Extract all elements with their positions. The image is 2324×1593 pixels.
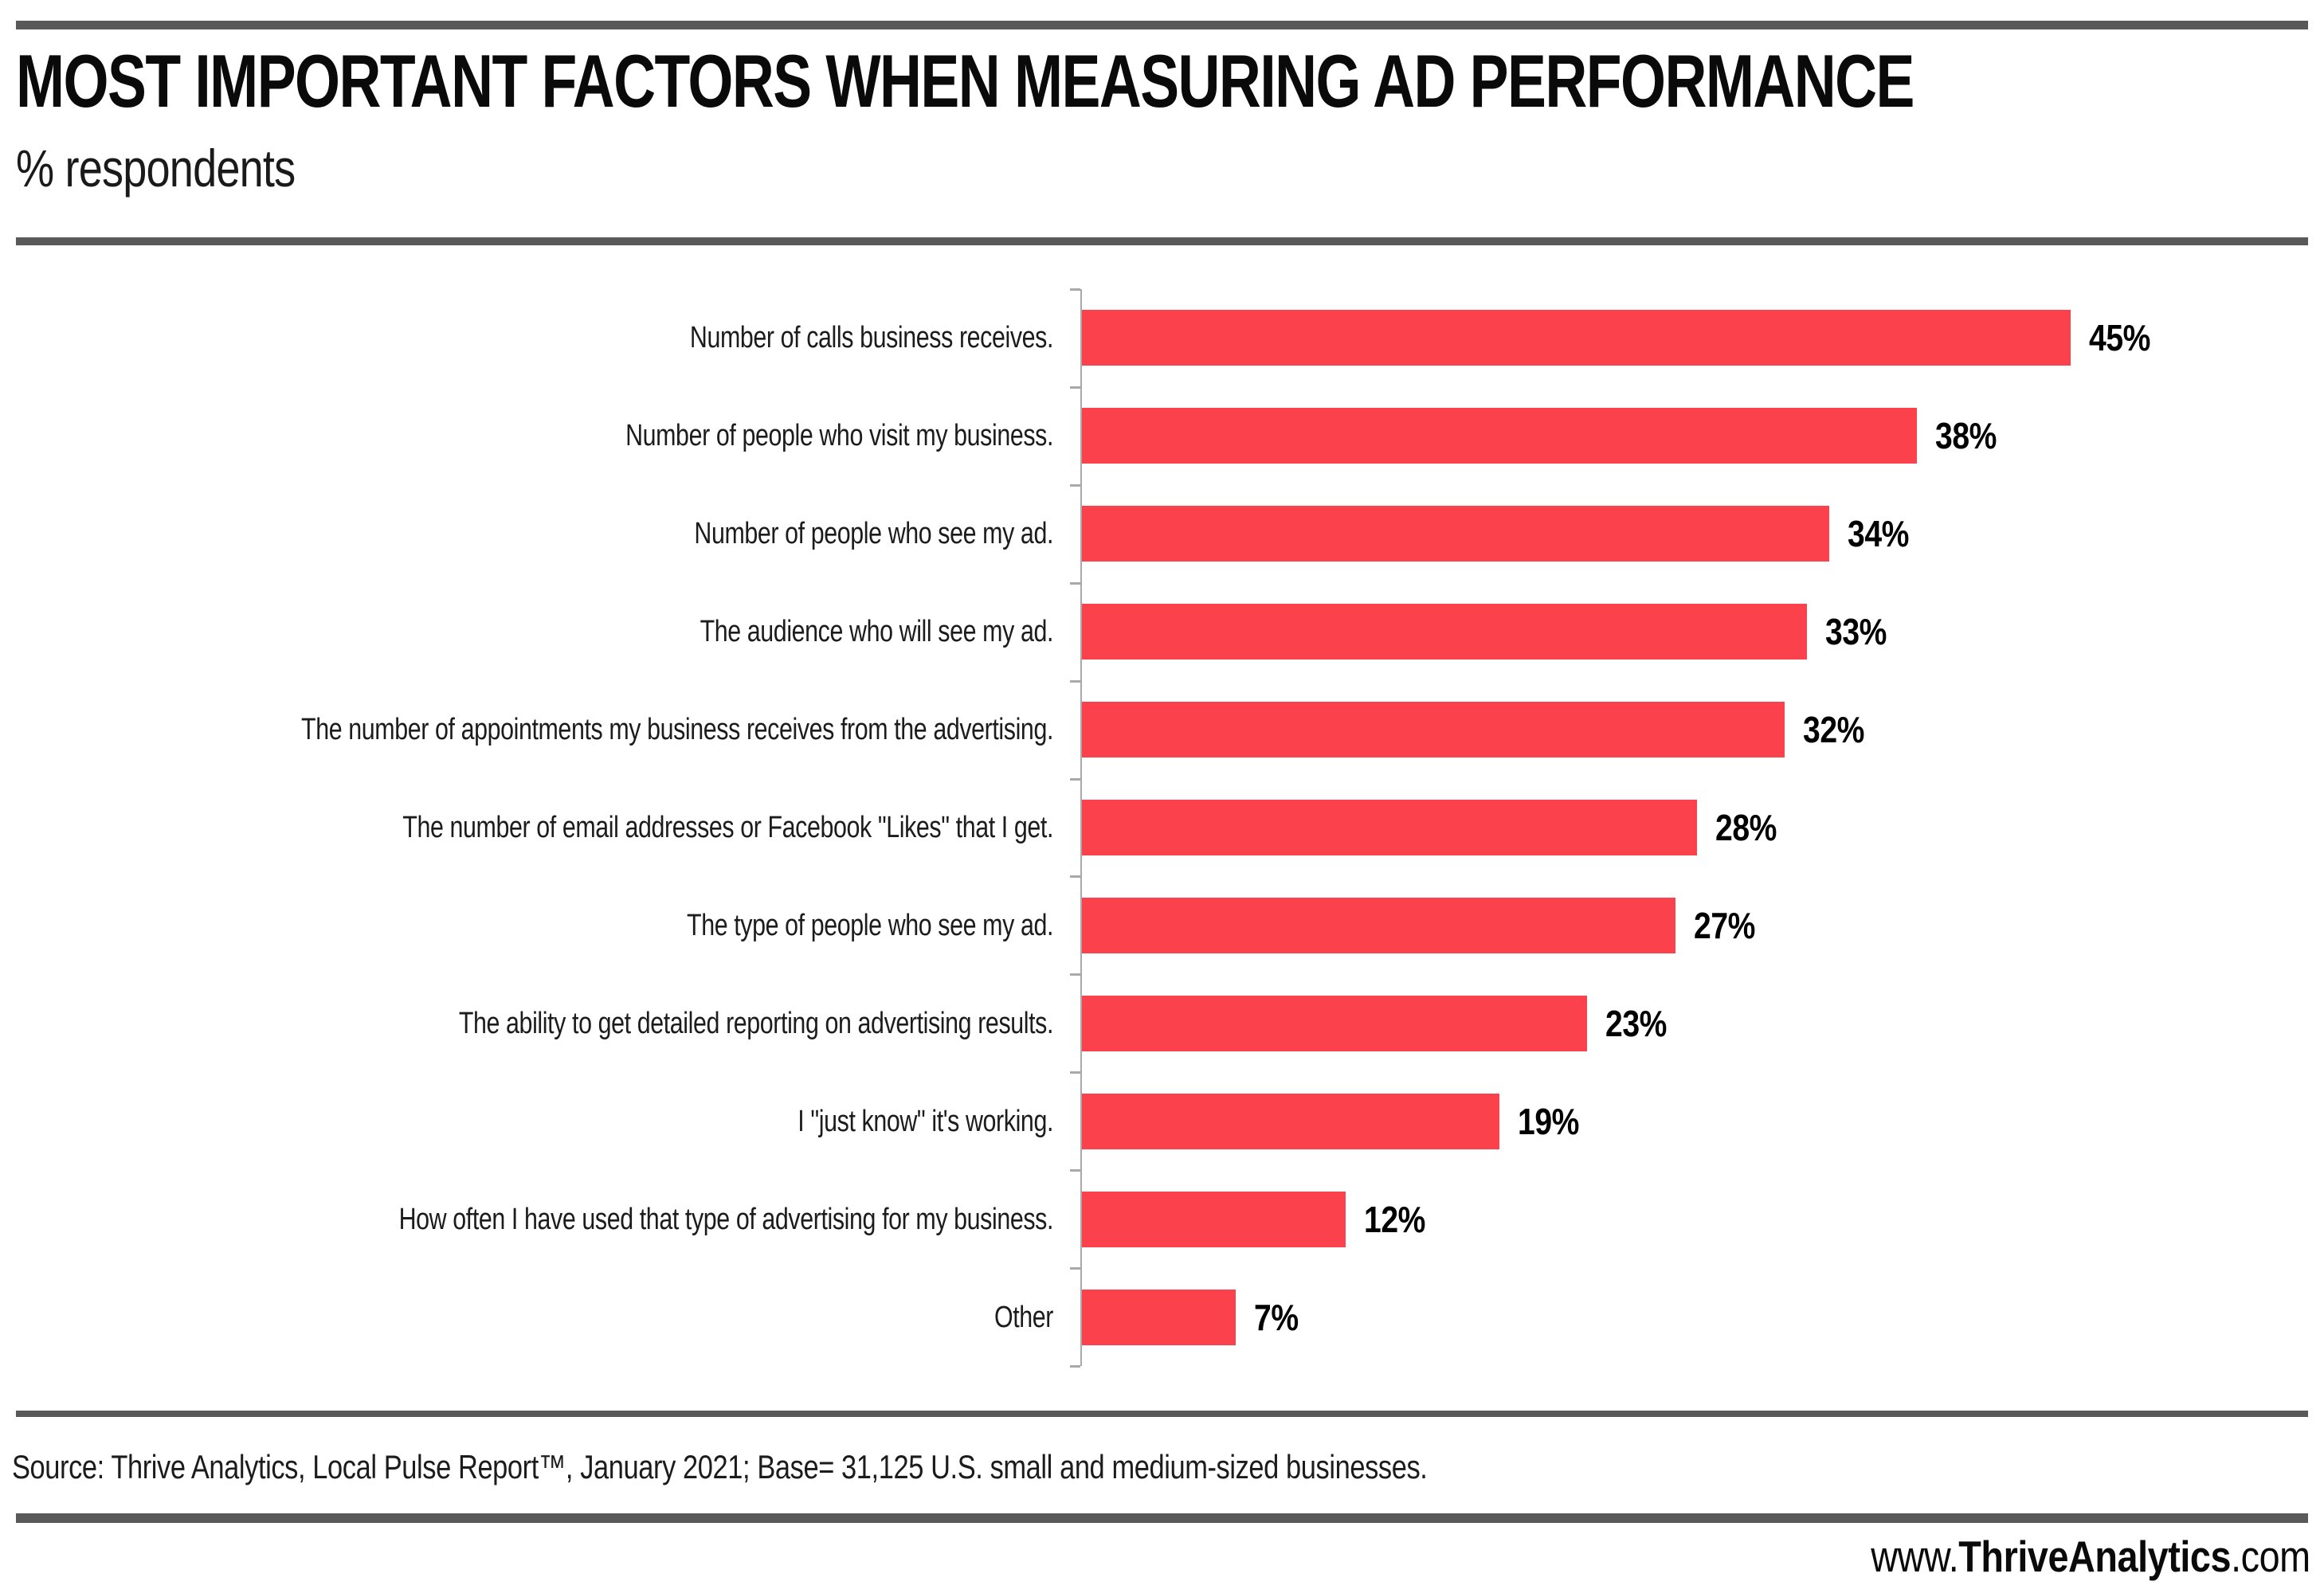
category-label: How often I have used that type of adver… [398, 1203, 1054, 1236]
chart-bottom-divider-bar [16, 1411, 2308, 1417]
axis-tick [1070, 680, 1080, 683]
value-label: 27% [1694, 905, 1755, 946]
page-subtitle: % respondents [16, 139, 296, 198]
category-label: The number of appointments my business r… [301, 713, 1053, 746]
bar [1082, 506, 1829, 562]
value-label: 38% [1935, 415, 1997, 456]
header-divider-bar [16, 237, 2308, 245]
category-label: Other [993, 1301, 1053, 1334]
category-label: The audience who will see my ad. [700, 615, 1054, 648]
axis-tick [1070, 1365, 1080, 1368]
bar [1082, 1094, 1499, 1149]
value-label: 33% [1825, 611, 1887, 652]
axis-tick [1070, 582, 1080, 585]
bar [1082, 702, 1785, 757]
value-label: 45% [2089, 317, 2150, 358]
top-divider-bar [16, 21, 2308, 29]
category-label: Number of people who visit my business. [625, 419, 1053, 452]
axis-tick [1070, 484, 1080, 487]
page-title: MOST IMPORTANT FACTORS WHEN MEASURING AD… [16, 39, 1914, 123]
axis-tick [1070, 875, 1080, 878]
bar [1082, 996, 1587, 1051]
footer-divider-bar [16, 1513, 2308, 1523]
bar [1082, 604, 1807, 660]
bar [1082, 1192, 1346, 1247]
axis-tick [1070, 288, 1080, 291]
bar [1082, 800, 1697, 855]
axis-tick [1070, 1071, 1080, 1074]
category-label: The number of email addresses or Faceboo… [402, 811, 1053, 844]
website-suffix: .com [2231, 1532, 2310, 1581]
bar [1082, 1290, 1236, 1345]
source-note: Source: Thrive Analytics, Local Pulse Re… [12, 1448, 1428, 1485]
value-label: 23% [1605, 1003, 1667, 1044]
value-label: 34% [1848, 513, 1909, 554]
category-label: The type of people who see my ad. [687, 909, 1053, 942]
value-label: 19% [1518, 1101, 1579, 1142]
bar [1082, 898, 1675, 953]
value-label: 7% [1254, 1297, 1299, 1338]
category-label: The ability to get detailed reporting on… [458, 1007, 1054, 1040]
value-label: 12% [1364, 1199, 1425, 1240]
axis-tick [1070, 778, 1080, 781]
category-label: I "just know" it's working. [798, 1105, 1053, 1138]
bar [1082, 408, 1917, 464]
category-label: Number of people who see my ad. [694, 517, 1053, 550]
y-axis-line [1080, 289, 1082, 1366]
value-label: 28% [1715, 807, 1777, 848]
website-name: ThriveAnalytics [1958, 1532, 2232, 1581]
axis-tick [1070, 1267, 1080, 1270]
axis-tick [1070, 973, 1080, 976]
value-label: 32% [1803, 709, 1864, 750]
axis-tick [1070, 386, 1080, 389]
website-prefix: www. [1871, 1532, 1959, 1581]
category-label: Number of calls business receives. [689, 321, 1054, 354]
website-text: www.ThriveAnalytics.com [1871, 1531, 2311, 1582]
axis-tick [1070, 1169, 1080, 1172]
bar [1082, 310, 2071, 366]
